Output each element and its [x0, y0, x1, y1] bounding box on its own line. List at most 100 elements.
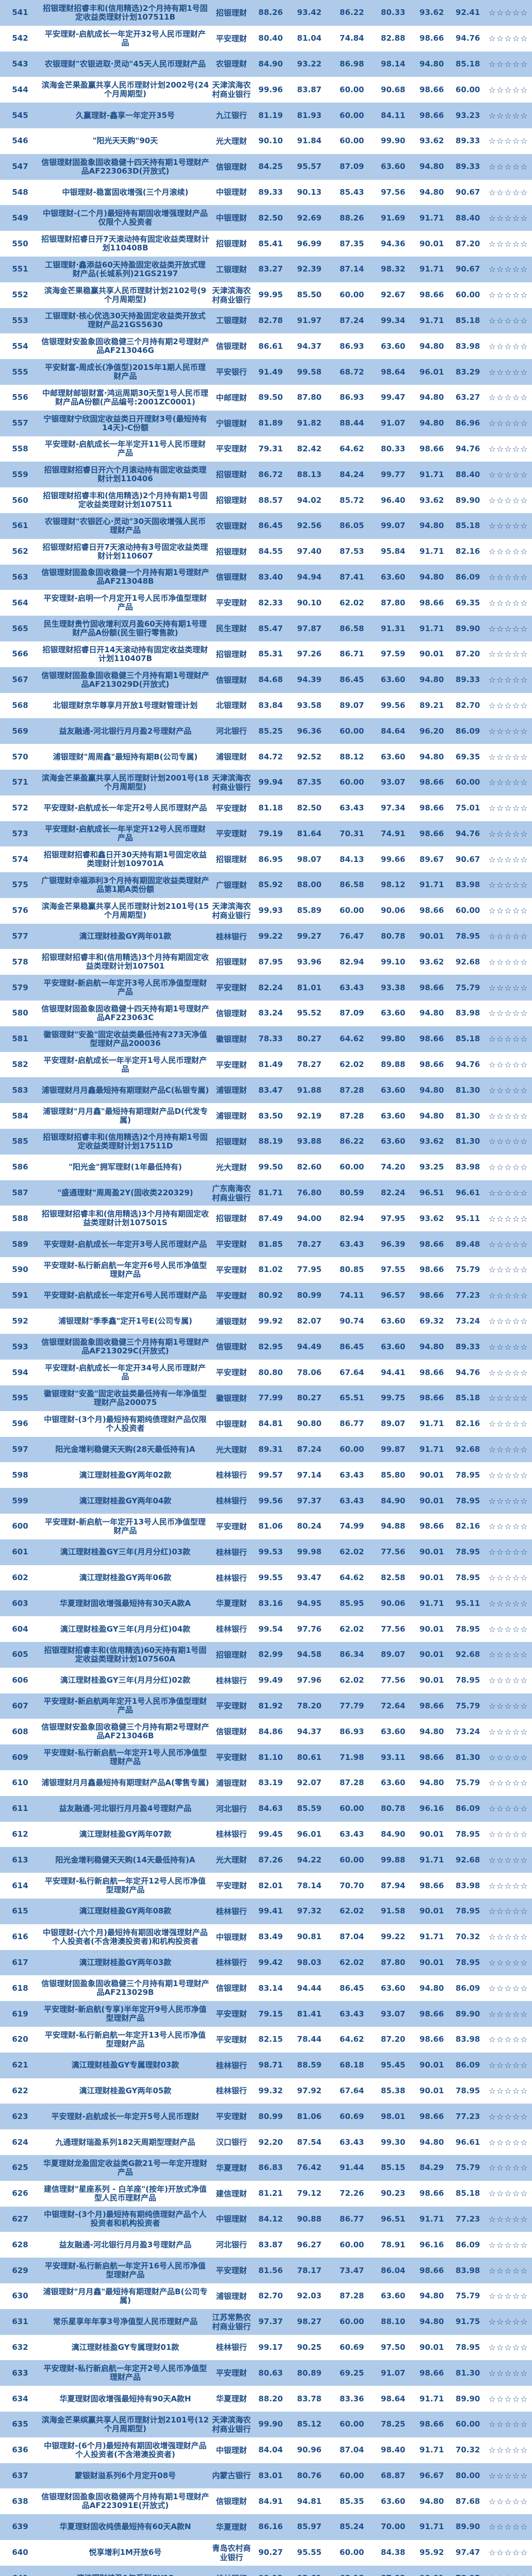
score-cell-2: 97.87 — [297, 623, 322, 633]
star-rating: ☆☆☆☆☆ — [488, 1880, 528, 1891]
score-cell-1: 99.93 — [258, 906, 283, 916]
product-name-cell: 浦银理财月月鑫最短持有期理财产品A(零售专属) — [41, 1778, 209, 1788]
table-row: 567 信银理财固盈象固收稳健三个月持有期1号理财产品AF213029D(开放式… — [0, 667, 532, 693]
score-cell-5: 90.01 — [419, 2086, 444, 2095]
star-rating: ☆☆☆☆☆ — [488, 906, 528, 916]
score-cell-2: 90.10 — [297, 598, 322, 607]
product-name-cell: 平安理财-私行新启航一年定开2号人民币净值型理财产品 — [43, 2364, 207, 2382]
table-row: 602 漓江理财桂盈GY两年06款 桂林银行 99.55 93.47 64.62… — [0, 1565, 532, 1591]
score-cell-6: 92.68 — [455, 1445, 480, 1454]
table-row: 604 漓江理财桂盈GY三年(月月分红)04款 桂林银行 99.54 97.76… — [0, 1616, 532, 1642]
score-cell-3: 86.45 — [339, 675, 364, 685]
score-cell-4: 99.56 — [380, 700, 406, 710]
score-cell-6: 96.61 — [455, 2137, 480, 2147]
score-cell-4: 82.88 — [380, 33, 406, 43]
score-cell-2: 96.99 — [297, 239, 322, 248]
score-cell-6: 86.09 — [455, 572, 480, 582]
star-rating: ☆☆☆☆☆ — [488, 2111, 528, 2122]
rank-cell: 551 — [12, 264, 28, 274]
score-cell-1: 85.25 — [258, 726, 283, 736]
score-cell-4: 95.84 — [380, 547, 406, 556]
score-cell-2: 99.98 — [297, 1547, 322, 1557]
score-cell-5: 94.80 — [419, 2317, 444, 2327]
bank-cell: 招银理财 — [215, 1214, 247, 1224]
bank-cell: 平安理财 — [215, 598, 247, 608]
score-cell-6: 85.18 — [455, 1034, 480, 1044]
score-cell-2: 94.22 — [297, 1855, 322, 1865]
rank-cell: 624 — [12, 2137, 28, 2147]
bank-cell: 桂林银行 — [215, 1547, 247, 1557]
table-row: 588 招银理财招睿丰和(信用精选)3个月持有期固定收益类理财计划107501S… — [0, 1206, 532, 1232]
rank-cell: 563 — [12, 572, 28, 582]
rank-cell: 614 — [12, 1880, 28, 1890]
score-cell-6: 81.30 — [455, 1752, 480, 1762]
score-cell-4: 89.07 — [380, 1650, 406, 1659]
rank-cell: 557 — [12, 418, 28, 428]
score-cell-6: 60.00 — [455, 777, 480, 787]
rank-cell: 579 — [12, 982, 28, 992]
score-cell-1: 83.14 — [258, 1983, 283, 1993]
bank-cell: 桂林银行 — [215, 1624, 247, 1634]
score-cell-2: 97.76 — [297, 1624, 322, 1634]
score-cell-3: 85.72 — [339, 495, 364, 505]
table-row: 589 平安理财-启航成长一年定开3号人民币理财产品 平安理财 81.85 78… — [0, 1231, 532, 1258]
score-cell-3: 64.62 — [339, 1573, 364, 1582]
star-rating: ☆☆☆☆☆ — [488, 726, 528, 736]
star-rating: ☆☆☆☆☆ — [488, 2137, 528, 2147]
rank-cell: 597 — [12, 1445, 28, 1454]
score-cell-3: 68.18 — [339, 2060, 364, 2070]
score-cell-1: 85.47 — [258, 623, 283, 633]
score-cell-6: 75.79 — [455, 2163, 480, 2173]
score-cell-6: 86.96 — [455, 418, 480, 428]
star-rating: ☆☆☆☆☆ — [488, 2214, 528, 2224]
product-name-cell: 滨海金芒果稳赢共享人民币理财计划2102号(9个月周期型) — [44, 285, 207, 304]
score-cell-2: 94.44 — [297, 1983, 322, 1993]
score-cell-2: 97.40 — [297, 547, 322, 556]
score-cell-4: 63.60 — [380, 2291, 406, 2301]
score-cell-5: 96.16 — [419, 1804, 444, 1814]
score-cell-1: 85.31 — [258, 649, 283, 659]
table-row: 565 民生理财贵竹固收增利双月盈60天持有期1号理财产品A份额(民生银行零售款… — [0, 616, 532, 641]
table-row: 606 漓江理财桂盈GY三年(月月分红)02款 桂林银行 99.49 97.96… — [0, 1667, 532, 1693]
rank-cell: 570 — [12, 752, 28, 761]
score-cell-6: 86.09 — [455, 2240, 480, 2249]
product-name-cell: 招银理财招睿日开六个月滚动持有固定收益类理财计划110406 — [44, 465, 207, 484]
bank-cell: 平安理财 — [215, 33, 247, 43]
rank-cell: 626 — [12, 2189, 28, 2198]
score-cell-1: 99.54 — [258, 1624, 283, 1634]
table-row: 582 平安理财-启航成长一年半定开1号人民币理财产品 平安理财 81.49 7… — [0, 1052, 532, 1078]
score-cell-4: 92.67 — [380, 290, 406, 300]
score-cell-4: 85.15 — [380, 2163, 406, 2173]
star-rating: ☆☆☆☆☆ — [488, 521, 528, 531]
bank-cell: 天津滨海农村商业银行 — [212, 901, 251, 920]
bank-cell: 天津滨海农村商业银行 — [212, 2415, 251, 2434]
product-name-cell: 中银理财-(6个月)最短持有期固收增强理财产品个人投资者(不含港澳投资者) — [44, 2441, 207, 2459]
rank-cell: 615 — [12, 1906, 28, 1916]
table-row: 596 中银理财-(3个月)最短持有期纯债理财产品仅限个人投资者 中银理财 84… — [0, 1411, 532, 1437]
score-cell-4: 63.60 — [380, 1983, 406, 1993]
star-rating: ☆☆☆☆☆ — [488, 2086, 528, 2096]
rank-cell: 639 — [12, 2522, 28, 2532]
star-rating: ☆☆☆☆☆ — [488, 777, 528, 788]
score-cell-4: 96.51 — [380, 2214, 406, 2224]
rank-cell: 636 — [12, 2445, 28, 2455]
score-cell-5: 98.66 — [419, 290, 444, 300]
score-cell-6: 90.67 — [455, 854, 480, 864]
score-cell-4: 99.30 — [380, 2137, 406, 2147]
star-rating: ☆☆☆☆☆ — [488, 315, 528, 326]
score-cell-4: 99.80 — [380, 1034, 406, 1044]
score-cell-2: 94.94 — [297, 572, 322, 582]
table-row: 547 信银理财固盈象固收稳健十四天持有期1号理财产品AF223063D(开放式… — [0, 154, 532, 180]
score-cell-2: 97.96 — [297, 1675, 322, 1685]
score-cell-1: 90.27 — [258, 2548, 283, 2557]
table-row: 633 平安理财-私行新启航一年定开2号人民币净值型理财产品 平安理财 80.6… — [0, 2360, 532, 2386]
score-cell-4: 97.34 — [380, 803, 406, 813]
score-cell-5: 98.66 — [419, 1701, 444, 1710]
star-rating: ☆☆☆☆☆ — [488, 187, 528, 197]
star-rating: ☆☆☆☆☆ — [488, 1239, 528, 1249]
star-rating: ☆☆☆☆☆ — [488, 2291, 528, 2301]
table-row: 553 工银理财·核心优选30天持盈固定收益类开放式理财产品21GS5630 工… — [0, 308, 532, 334]
score-cell-2: 94.00 — [297, 1213, 322, 1223]
score-cell-6: 89.90 — [455, 2394, 480, 2403]
table-row: 574 招银理财招睿和鑫日开30天持有期1号固定收益类理财计划109701A 招… — [0, 846, 532, 873]
